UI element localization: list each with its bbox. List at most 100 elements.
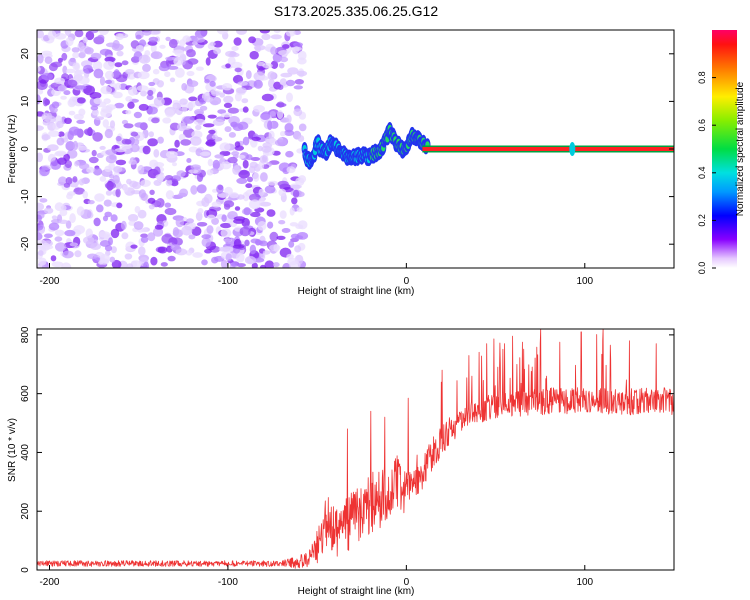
noise-blob: [290, 184, 302, 189]
noise-blob: [112, 175, 120, 184]
noise-blob: [270, 46, 277, 55]
noise-blob: [125, 69, 135, 75]
noise-blob: [114, 148, 127, 153]
noise-blob: [296, 207, 303, 213]
noise-blob: [273, 30, 281, 34]
noise-blob: [152, 68, 160, 75]
noise-blob: [47, 144, 59, 152]
noise-blob: [286, 114, 292, 124]
noise-blob: [127, 214, 139, 222]
noise-blob: [77, 145, 88, 151]
noise-blob: [37, 125, 44, 131]
noise-blob: [238, 169, 250, 179]
noise-blob: [259, 30, 270, 34]
noise-blob: [287, 67, 299, 75]
y-tick-label: 600: [20, 385, 31, 402]
noise-blob: [279, 210, 287, 219]
colorbar-tick-label: 0.6: [697, 119, 707, 132]
noise-blob: [211, 201, 222, 208]
noise-blob: [236, 177, 248, 184]
y-tick-label: 0: [20, 146, 31, 152]
noise-blob: [104, 165, 112, 173]
noise-blob: [41, 134, 51, 141]
noise-blob: [138, 189, 146, 199]
noise-blob: [92, 167, 103, 176]
noise-blob: [292, 189, 300, 198]
noise-blob: [103, 199, 112, 207]
noise-blob: [86, 167, 95, 174]
noise-blob: [133, 221, 144, 230]
noise-blob: [233, 218, 245, 224]
colorbar-gradient: [712, 30, 737, 268]
noise-blob: [267, 180, 279, 186]
noise-blob: [108, 237, 113, 246]
noise-blob: [48, 222, 60, 231]
noise-blob: [177, 122, 187, 132]
noise-blob: [41, 73, 54, 81]
noise-blob: [87, 253, 98, 260]
noise-blob: [168, 38, 178, 49]
x-tick-label: -200: [39, 577, 59, 588]
noise-blob: [126, 178, 132, 185]
noise-blob: [55, 242, 67, 252]
noise-blob: [146, 106, 158, 115]
noise-blob: [75, 85, 87, 90]
snr-panel: -200 -100 0 100 0 200 400 600 800 Height of str…: [7, 326, 675, 597]
noise-blob: [206, 225, 214, 234]
noise-blob: [79, 162, 90, 170]
noise-blob: [82, 36, 88, 44]
noise-blob: [56, 120, 64, 129]
noise-blob: [220, 222, 232, 229]
noise-blob: [175, 217, 184, 228]
noise-blob: [37, 30, 45, 39]
noise-blob: [125, 110, 132, 115]
noise-blob: [109, 120, 116, 129]
noise-blob: [88, 156, 99, 164]
noise-blob: [104, 56, 116, 63]
noise-blob: [261, 93, 274, 102]
noise-blob: [114, 102, 125, 109]
noise-blob: [261, 145, 272, 153]
noise-blob: [283, 129, 295, 136]
y-tick-label: 800: [20, 326, 31, 343]
noise-blob: [142, 30, 152, 36]
noise-blob: [279, 78, 287, 87]
carrier-line: [422, 147, 674, 151]
noise-blob: [264, 260, 275, 268]
noise-blob: [219, 142, 231, 152]
noise-blob: [219, 92, 226, 98]
noise-blob: [278, 62, 285, 69]
noise-blob: [268, 78, 275, 89]
noise-blob: [206, 169, 214, 176]
noise-blob: [120, 144, 133, 150]
noise-blob: [195, 124, 202, 130]
noise-blob: [155, 174, 166, 180]
noise-blob: [38, 257, 47, 266]
noise-blob: [112, 91, 123, 99]
noise-blob: [237, 121, 249, 130]
noise-blob: [248, 199, 261, 210]
noise-blob: [37, 53, 44, 64]
noise-blob: [146, 94, 154, 101]
noise-blob: [260, 172, 268, 182]
noise-blob: [298, 123, 307, 132]
noise-blob: [246, 154, 253, 161]
noise-blob: [170, 244, 181, 251]
noise-blob: [223, 95, 234, 104]
noise-blob: [135, 45, 144, 52]
noise-blob: [140, 90, 147, 97]
noise-blob: [59, 209, 68, 217]
noise-blob: [92, 132, 103, 142]
noise-blob: [201, 234, 211, 240]
noise-blob: [147, 232, 156, 242]
noise-blob: [65, 141, 75, 151]
noise-blob: [285, 150, 294, 158]
noise-blob: [137, 71, 150, 80]
noise-blob: [232, 165, 241, 175]
noise-blob: [186, 49, 196, 58]
noise-blob: [241, 98, 249, 104]
x-tick-label: -100: [218, 276, 238, 287]
snr-frame: [36, 328, 675, 571]
noise-blob: [50, 255, 57, 262]
